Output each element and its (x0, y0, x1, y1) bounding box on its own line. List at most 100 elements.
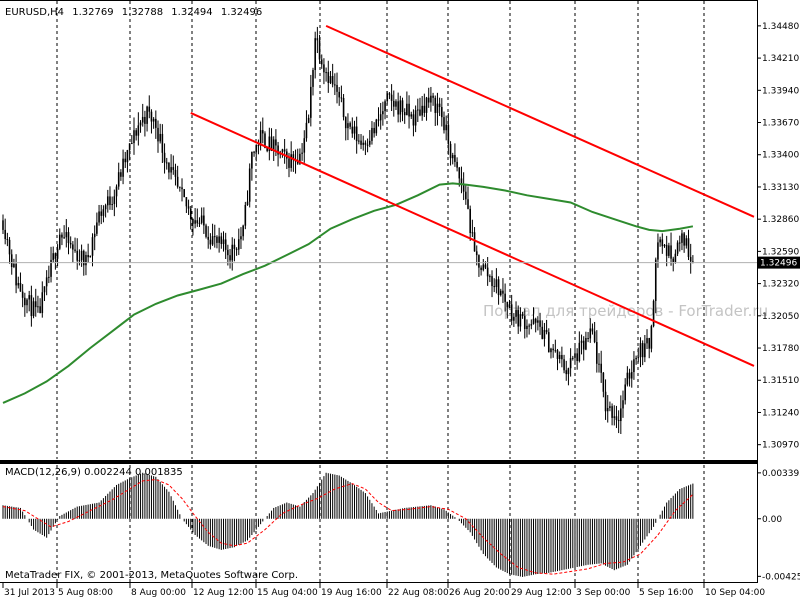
candle-body (606, 408, 609, 412)
candle-body (39, 306, 41, 314)
y-tick-label: 1.32050 (762, 312, 799, 322)
price-axis[interactable]: 1.34480 1.34210 1.33940 1.33670 1.33400 1.331… (757, 22, 799, 451)
candle-body (255, 145, 258, 153)
candle-body (224, 239, 227, 250)
panel-separator[interactable] (0, 460, 757, 464)
candle-body (620, 408, 622, 422)
candle-body (270, 136, 273, 151)
candle-body (144, 116, 146, 124)
candle-body (213, 236, 216, 238)
candle-body (670, 245, 672, 259)
macd-histogram (2, 472, 694, 577)
candle-body (6, 238, 9, 240)
candle-body (323, 64, 325, 73)
candle-body (10, 254, 13, 267)
candle-body (692, 261, 694, 263)
candle-body (545, 329, 548, 333)
candle-body (390, 94, 393, 101)
candle-body (248, 168, 251, 202)
candle-body (152, 118, 155, 122)
candle-body (229, 255, 231, 261)
candle-body (600, 363, 602, 373)
candle-body (379, 114, 382, 121)
x-tick-label: 5 Sep 16:00 (639, 588, 694, 598)
candle-body (451, 155, 454, 159)
candle-body (301, 152, 303, 154)
time-axis[interactable]: 31 Jul 2013 5 Aug 08:00 8 Aug 00:00 12 Aug … (2, 583, 765, 598)
candle-body (131, 143, 133, 145)
candle-body (24, 297, 26, 306)
candle-body (72, 244, 74, 250)
x-tick-label: 10 Sep 04:00 (705, 588, 765, 598)
candle-body (436, 103, 439, 113)
x-tick-label: 31 Jul 2013 (4, 588, 55, 598)
candle-body (644, 343, 646, 358)
candle-body (54, 253, 57, 259)
candle-body (587, 337, 589, 339)
candle-body (69, 242, 72, 245)
candle-body (657, 242, 659, 260)
close-value: 1.32496 (221, 7, 262, 18)
trend-line[interactable] (190, 112, 755, 367)
candle-body (486, 267, 489, 277)
macd-y-tick-label: 0.003393 (762, 469, 800, 479)
candle-body (412, 114, 415, 126)
candle-body (148, 106, 151, 112)
candle-body (196, 220, 199, 224)
candle-body (622, 400, 624, 409)
candle-body (303, 138, 306, 153)
candle-body (257, 145, 260, 147)
candle-body (117, 172, 120, 187)
candle-body (329, 76, 332, 83)
candle-body (200, 215, 203, 223)
candle-body (159, 133, 161, 142)
candle-body (115, 186, 118, 197)
candle-body (513, 316, 515, 321)
candle-body (65, 232, 68, 238)
candle-body (307, 117, 310, 123)
candle-body (19, 282, 22, 292)
macd-y-tick-label: -0.004255 (762, 572, 800, 582)
candle-body (517, 310, 520, 327)
candle-body (678, 242, 681, 244)
candle-body (192, 219, 194, 224)
candle-body (251, 151, 253, 169)
x-tick-label: 3 Sep 00:00 (576, 588, 631, 598)
candle-body (598, 363, 600, 365)
candle-body (438, 103, 441, 108)
candle-body (401, 100, 404, 113)
candle-body (355, 126, 358, 142)
candle-body (384, 101, 386, 112)
candle-body (375, 119, 378, 134)
candle-body (532, 318, 535, 325)
candle-body (526, 325, 528, 329)
trend-line[interactable] (325, 24, 755, 218)
candle-body (425, 97, 428, 113)
candle-body (102, 209, 105, 216)
candle-body (609, 406, 611, 409)
candle-body (168, 163, 170, 173)
candle-body (220, 236, 223, 244)
candle-body (82, 250, 85, 266)
candle-body (469, 208, 471, 234)
candle-body (266, 148, 268, 151)
candle-body (74, 249, 76, 251)
candle-body (445, 124, 447, 131)
candle-body (362, 142, 365, 145)
candle-body (624, 384, 626, 401)
candle-body (205, 225, 207, 237)
candle-body (45, 277, 48, 287)
candle-body (194, 220, 196, 224)
candle-body (478, 255, 480, 268)
candle-body (15, 263, 17, 286)
candle-body (502, 290, 504, 294)
candle-body (85, 254, 87, 266)
candle-body (576, 353, 578, 362)
candle-body (198, 222, 201, 224)
candle-body (174, 169, 177, 177)
candle-body (510, 304, 513, 321)
candle-body (648, 338, 651, 349)
candle-body (179, 186, 181, 188)
candle-body (602, 372, 605, 392)
